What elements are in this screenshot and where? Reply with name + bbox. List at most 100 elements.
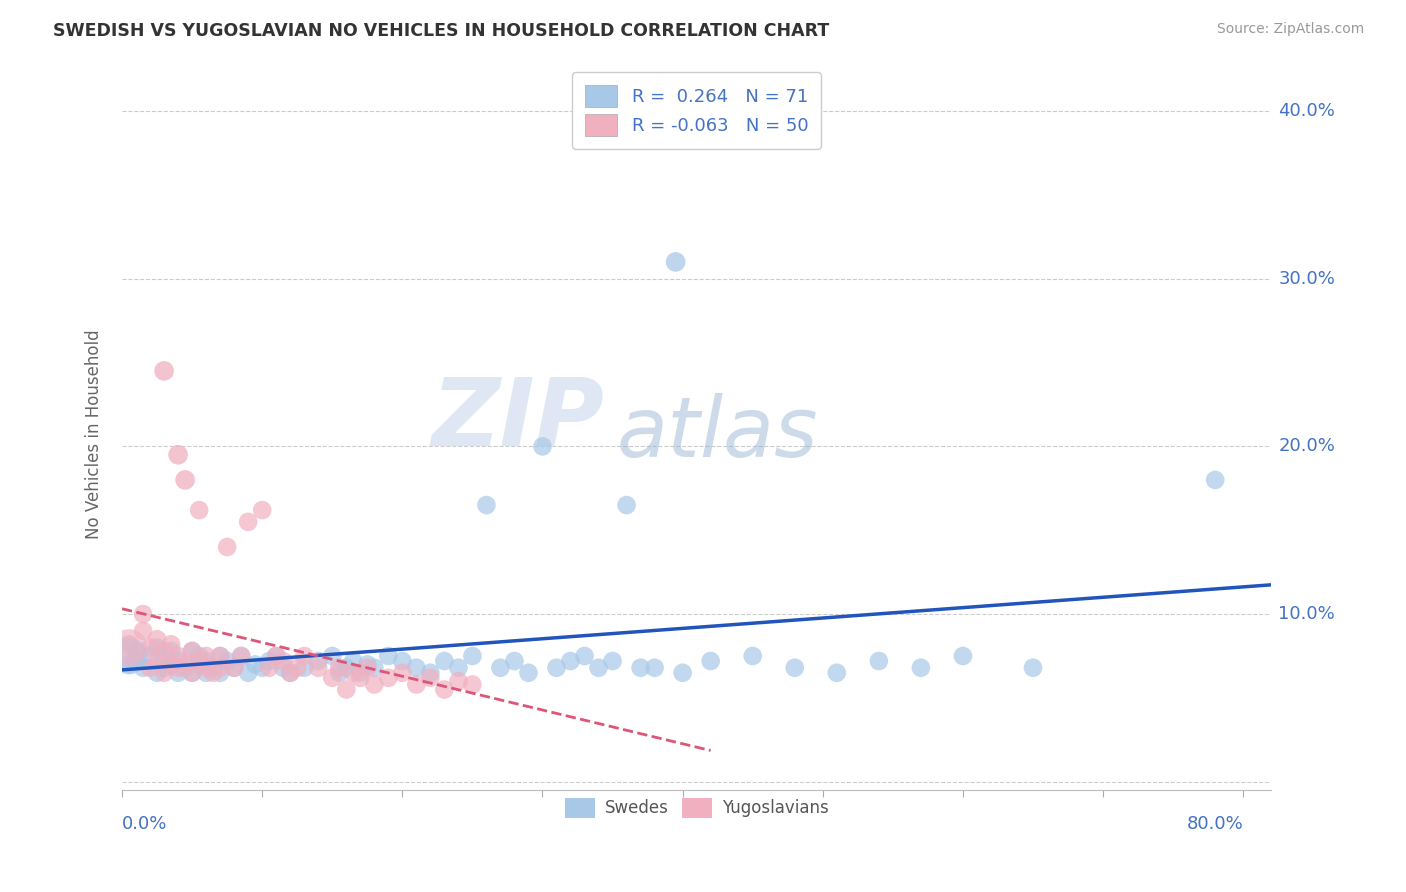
Point xyxy=(174,661,197,675)
Point xyxy=(181,644,204,658)
Point xyxy=(356,661,378,675)
Point xyxy=(167,654,190,668)
Point xyxy=(132,661,155,675)
Point xyxy=(181,644,204,658)
Legend: Swedes, Yugoslavians: Swedes, Yugoslavians xyxy=(558,791,835,824)
Point xyxy=(349,665,371,680)
Text: ZIP: ZIP xyxy=(432,374,605,466)
Point xyxy=(910,661,932,675)
Point xyxy=(292,648,315,663)
Text: 10.0%: 10.0% xyxy=(1278,605,1336,624)
Point xyxy=(342,665,364,680)
Text: 30.0%: 30.0% xyxy=(1278,269,1336,288)
Point xyxy=(188,657,211,672)
Point xyxy=(503,654,526,668)
Point xyxy=(118,648,141,663)
Point xyxy=(195,661,218,675)
Point xyxy=(665,255,688,269)
Point xyxy=(461,648,484,663)
Point xyxy=(224,661,246,675)
Point xyxy=(146,654,169,668)
Point xyxy=(174,657,197,672)
Point xyxy=(195,654,218,668)
Point xyxy=(118,640,141,655)
Text: SWEDISH VS YUGOSLAVIAN NO VEHICLES IN HOUSEHOLD CORRELATION CHART: SWEDISH VS YUGOSLAVIAN NO VEHICLES IN HO… xyxy=(53,22,830,40)
Y-axis label: No Vehicles in Household: No Vehicles in Household xyxy=(86,329,103,539)
Point xyxy=(447,674,470,689)
Point xyxy=(546,661,568,675)
Point xyxy=(238,665,260,680)
Point xyxy=(672,665,695,680)
Point xyxy=(188,503,211,517)
Point xyxy=(644,661,666,675)
Point xyxy=(160,637,183,651)
Point xyxy=(209,661,232,675)
Text: atlas: atlas xyxy=(616,393,818,475)
Point xyxy=(292,661,315,675)
Point xyxy=(377,648,399,663)
Point xyxy=(342,654,364,668)
Point xyxy=(167,648,190,663)
Point xyxy=(202,661,225,675)
Point xyxy=(153,364,176,378)
Point xyxy=(321,671,343,685)
Point xyxy=(153,661,176,675)
Point xyxy=(531,439,554,453)
Point xyxy=(146,632,169,647)
Point xyxy=(250,503,273,517)
Point xyxy=(118,657,141,672)
Text: 20.0%: 20.0% xyxy=(1278,437,1336,456)
Text: 40.0%: 40.0% xyxy=(1278,102,1336,120)
Point xyxy=(699,654,721,668)
Point xyxy=(125,644,148,658)
Text: 80.0%: 80.0% xyxy=(1187,815,1243,833)
Point xyxy=(285,661,308,675)
Point xyxy=(574,648,596,663)
Point xyxy=(377,671,399,685)
Point xyxy=(153,644,176,658)
Point xyxy=(419,665,441,680)
Point xyxy=(475,498,498,512)
Point xyxy=(271,654,294,668)
Point xyxy=(181,665,204,680)
Point xyxy=(250,661,273,675)
Point xyxy=(783,661,806,675)
Point xyxy=(167,665,190,680)
Point xyxy=(391,654,413,668)
Point xyxy=(447,661,470,675)
Point xyxy=(139,648,162,663)
Point xyxy=(868,654,890,668)
Point xyxy=(195,665,218,680)
Point xyxy=(363,677,385,691)
Point xyxy=(231,648,253,663)
Text: 0.0%: 0.0% xyxy=(122,815,167,833)
Point xyxy=(209,665,232,680)
Point xyxy=(125,654,148,668)
Point xyxy=(335,661,357,675)
Point xyxy=(321,648,343,663)
Point xyxy=(952,648,974,663)
Point xyxy=(132,624,155,638)
Point xyxy=(139,640,162,655)
Point xyxy=(195,648,218,663)
Point xyxy=(202,665,225,680)
Point xyxy=(433,682,456,697)
Point xyxy=(278,665,301,680)
Point xyxy=(264,648,287,663)
Point xyxy=(335,682,357,697)
Point xyxy=(257,661,280,675)
Point xyxy=(328,665,350,680)
Point xyxy=(238,515,260,529)
Point xyxy=(153,665,176,680)
Point xyxy=(356,657,378,672)
Point xyxy=(167,661,190,675)
Point xyxy=(217,654,239,668)
Point xyxy=(167,448,190,462)
Point xyxy=(489,661,512,675)
Point xyxy=(405,677,427,691)
Text: Source: ZipAtlas.com: Source: ZipAtlas.com xyxy=(1216,22,1364,37)
Point xyxy=(160,657,183,672)
Point xyxy=(363,661,385,675)
Point xyxy=(517,665,540,680)
Point xyxy=(405,661,427,675)
